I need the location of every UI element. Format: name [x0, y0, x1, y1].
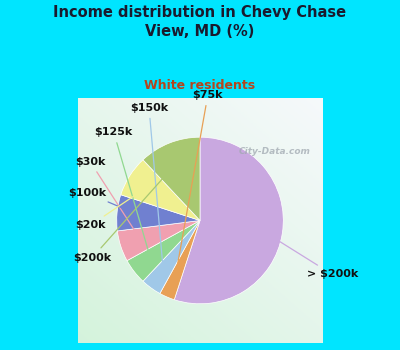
Wedge shape	[143, 220, 200, 294]
Text: > $200k: > $200k	[264, 232, 358, 279]
Text: $150k: $150k	[130, 103, 168, 268]
Wedge shape	[160, 220, 200, 300]
Wedge shape	[143, 137, 200, 220]
Text: $125k: $125k	[95, 127, 150, 256]
Text: $75k: $75k	[176, 90, 223, 275]
Wedge shape	[127, 220, 200, 281]
Text: $100k: $100k	[68, 188, 135, 214]
Wedge shape	[121, 160, 200, 220]
Wedge shape	[117, 220, 200, 261]
Text: Income distribution in Chevy Chase
View, MD (%): Income distribution in Chevy Chase View,…	[54, 5, 346, 39]
Wedge shape	[174, 137, 283, 304]
Text: $20k: $20k	[75, 189, 145, 230]
Text: $200k: $200k	[73, 164, 175, 263]
Wedge shape	[117, 195, 200, 231]
Text: $30k: $30k	[75, 157, 139, 237]
Text: City-Data.com: City-Data.com	[238, 147, 310, 156]
Text: White residents: White residents	[144, 79, 256, 92]
